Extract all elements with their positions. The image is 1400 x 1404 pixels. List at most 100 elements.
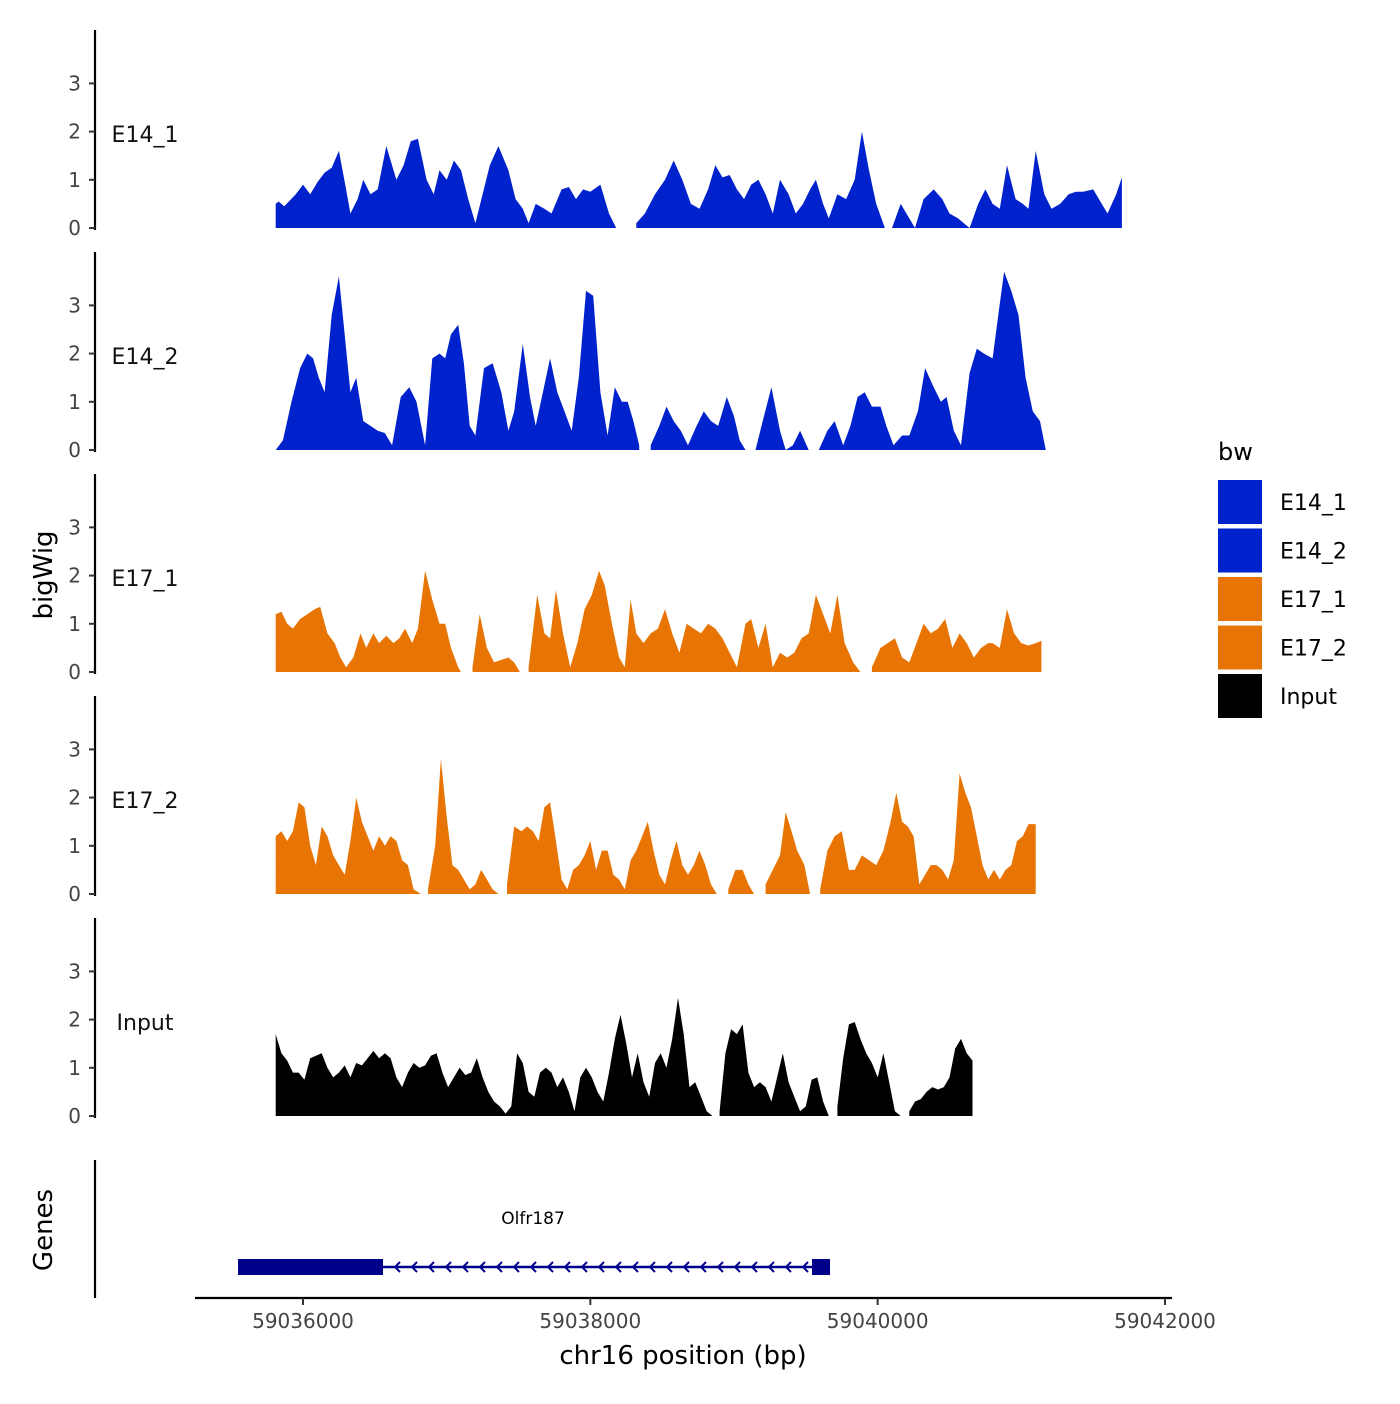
x-axis: 59036000 59038000 59040000 59042000 xyxy=(195,1296,1216,1333)
y-tick-label: 1 xyxy=(68,1056,81,1080)
legend: bw E14_1 E14_2 E17_1 E17_2 Input xyxy=(1218,438,1347,718)
coverage-area xyxy=(765,812,811,894)
strand-arrow xyxy=(665,1261,673,1273)
coverage-area xyxy=(472,614,520,672)
y-tick-label: 1 xyxy=(68,390,81,414)
track-E14_1: 0 1 2 3 E14_1 xyxy=(68,30,1122,240)
y-tick-label: 3 xyxy=(68,293,81,317)
legend-swatch xyxy=(1218,480,1262,524)
legend-item: E17_2 xyxy=(1218,625,1347,670)
strand-arrow xyxy=(682,1261,690,1273)
track-label: Input xyxy=(117,1011,174,1036)
track-label: E17_1 xyxy=(112,567,179,592)
legend-label: E17_1 xyxy=(1280,588,1347,613)
strand-arrow xyxy=(580,1261,588,1273)
coverage-area xyxy=(650,397,746,450)
strand-arrow xyxy=(461,1261,469,1273)
coverage-area xyxy=(909,1038,973,1116)
coverage-area xyxy=(275,797,421,894)
strand-arrow xyxy=(563,1261,571,1273)
legend-label: E14_2 xyxy=(1280,540,1347,565)
strand-arrow xyxy=(512,1261,520,1273)
strand-arrow xyxy=(750,1261,758,1273)
y-tick-label: 1 xyxy=(68,834,81,858)
strand-arrow xyxy=(733,1261,741,1273)
track-E17_1: 0 1 2 3 E17_1 xyxy=(68,474,1042,684)
coverage-area xyxy=(837,1022,901,1116)
track-E14_2: 0 1 2 3 E14_2 xyxy=(68,252,1046,462)
strand-arrow xyxy=(427,1261,435,1273)
legend-items: E14_1 E14_2 E17_1 E17_2 Input xyxy=(1218,480,1347,718)
coverage-area xyxy=(275,997,713,1116)
track-label: E14_2 xyxy=(112,345,179,370)
strand-arrow xyxy=(495,1261,503,1273)
coverage-area xyxy=(275,138,617,228)
legend-swatch xyxy=(1218,674,1262,718)
y-tick-label: 3 xyxy=(68,959,81,983)
strand-arrow xyxy=(648,1261,656,1273)
x-axis-label: chr16 position (bp) xyxy=(559,1341,806,1371)
coverage-area xyxy=(871,609,1042,672)
coverage-area xyxy=(636,131,885,228)
x-tick-label: 59038000 xyxy=(539,1309,641,1333)
strand-arrow xyxy=(699,1261,707,1273)
y-tick-label: 0 xyxy=(68,660,81,684)
y-tick-label: 3 xyxy=(68,71,81,95)
strand-arrow xyxy=(410,1261,418,1273)
strand-arrow xyxy=(716,1261,724,1273)
x-tick-label: 59036000 xyxy=(252,1309,354,1333)
strand-arrow xyxy=(631,1261,639,1273)
coverage-area xyxy=(892,150,1122,228)
gene-exon-block xyxy=(812,1259,830,1275)
coverage-area xyxy=(428,759,499,894)
coverage-area xyxy=(275,570,461,672)
y-tick-label: 2 xyxy=(68,120,81,144)
coverage-area xyxy=(528,570,861,672)
legend-swatch xyxy=(1218,577,1262,621)
track-Input: 0 1 2 3 Input xyxy=(68,918,973,1128)
coverage-area xyxy=(719,1024,829,1116)
legend-item: E14_1 xyxy=(1218,480,1347,524)
strand-arrow xyxy=(597,1261,605,1273)
strand-arrow xyxy=(801,1261,809,1273)
track-label: E14_1 xyxy=(112,123,179,148)
coverage-area xyxy=(275,276,640,450)
y-tick-label: 0 xyxy=(68,1104,81,1128)
strand-arrow xyxy=(478,1261,486,1273)
y-tick-label: 0 xyxy=(68,882,81,906)
y-tick-label: 1 xyxy=(68,168,81,192)
coverage-area xyxy=(755,271,1046,450)
legend-label: E17_2 xyxy=(1280,637,1347,662)
y-tick-label: 0 xyxy=(68,438,81,462)
track-label: E17_2 xyxy=(112,789,179,814)
y-axis-label: bigWig xyxy=(29,530,59,619)
legend-label: E14_1 xyxy=(1280,491,1347,516)
y-tick-label: 2 xyxy=(68,564,81,588)
track-E17_2: 0 1 2 3 E17_2 xyxy=(68,696,1036,906)
gene-exon-block xyxy=(238,1259,383,1275)
y-tick-label: 3 xyxy=(68,515,81,539)
y-tick-label: 2 xyxy=(68,786,81,810)
strand-arrow xyxy=(393,1261,401,1273)
gene-panel: Olfr187 xyxy=(93,1160,830,1298)
track-panels: 0 1 2 3 E14_1 0 1 2 3 E14_2 0 1 2 3 E17_1 0 1 2 3 E17_2 0 1 2 3… xyxy=(68,30,1122,1128)
strand-arrow xyxy=(546,1261,554,1273)
legend-swatch xyxy=(1218,528,1262,573)
legend-item: E14_2 xyxy=(1218,528,1347,573)
x-tick-label: 59042000 xyxy=(1114,1309,1216,1333)
strand-arrow xyxy=(444,1261,452,1273)
strand-arrow xyxy=(784,1261,792,1273)
legend-item: E17_1 xyxy=(1218,577,1347,621)
y-tick-label: 0 xyxy=(68,216,81,240)
y-tick-label: 3 xyxy=(68,737,81,761)
coverage-area xyxy=(820,773,1036,894)
y-tick-label: 1 xyxy=(68,612,81,636)
gene-name-label: Olfr187 xyxy=(501,1209,565,1229)
coverage-area xyxy=(507,802,717,894)
legend-label: Input xyxy=(1280,685,1337,710)
strand-arrow xyxy=(614,1261,622,1273)
strand-arrow xyxy=(767,1261,775,1273)
coverage-area xyxy=(728,869,755,894)
